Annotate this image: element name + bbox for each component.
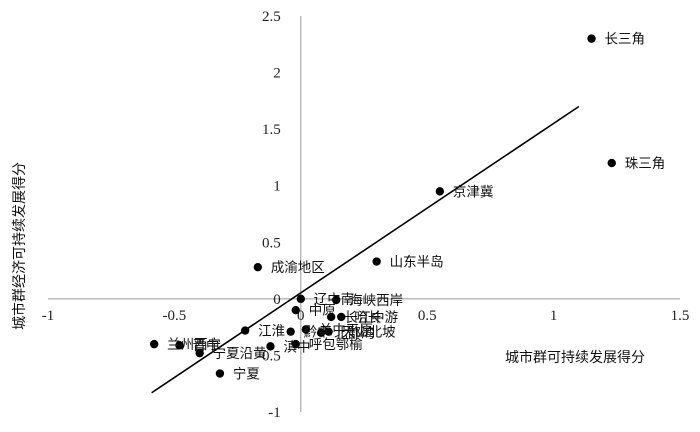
data-point	[331, 295, 341, 305]
data-point	[372, 257, 381, 266]
x-tick-label: 1.5	[671, 308, 690, 324]
x-axis-title: 城市群可持续发展得分	[505, 349, 645, 366]
y-tick-label: -0.5	[257, 348, 281, 364]
y-tick-label: 2	[273, 66, 281, 82]
point-label: 天山北坡	[342, 325, 396, 341]
point-label: 宁夏	[233, 366, 260, 383]
data-point	[316, 328, 326, 337]
data-point	[291, 339, 300, 349]
data-point	[291, 305, 300, 315]
point-label: 北部湾	[334, 325, 375, 342]
point-label: 珠三角	[625, 156, 666, 172]
x-tick-labels: -1 -0.5 0 0.5 1 1.5	[42, 308, 690, 324]
data-point	[215, 369, 225, 378]
y-tick-label: 1.5	[262, 122, 281, 138]
data-point	[266, 342, 275, 351]
trendline-group	[151, 105, 580, 394]
point-label: 呼包鄂榆	[309, 337, 363, 353]
x-tick-label: 0.5	[418, 308, 437, 324]
data-point	[286, 327, 295, 336]
x-tick-label: 0	[297, 308, 305, 324]
point-label: 宁夏沿黄	[213, 345, 267, 362]
y-tick-label: 0	[273, 292, 281, 308]
data-point	[435, 187, 445, 196]
point-label: 山东半岛	[390, 255, 444, 271]
point-label: 哈长	[354, 310, 381, 326]
data-point	[587, 34, 596, 43]
point-label: 成渝地区	[271, 260, 325, 276]
y-tick-label: 1	[273, 179, 281, 195]
x-tick-label: -0.5	[163, 308, 187, 324]
data-point	[195, 348, 204, 358]
point-label: 辽中南	[314, 292, 355, 308]
data-point	[326, 312, 336, 322]
point-label: 关中平原	[319, 322, 373, 338]
axes	[48, 16, 680, 412]
point-label: 兰州西宁	[167, 336, 221, 353]
data-point	[337, 312, 346, 322]
x-tick-label: 1	[550, 308, 558, 324]
data-point	[301, 325, 311, 334]
data-point	[175, 341, 184, 350]
y-tick-label: -1	[268, 405, 281, 421]
data-point	[324, 327, 333, 336]
data-points	[149, 34, 616, 378]
y-tick-label: 2.5	[262, 9, 281, 25]
data-point	[296, 294, 305, 304]
y-tick-label: 0.5	[262, 235, 281, 251]
data-point	[607, 158, 616, 168]
y-axis-title: 城市群经济可持续发展得分	[11, 162, 28, 330]
point-label: 海峡西岸	[349, 293, 403, 309]
point-label: 长江中游	[344, 310, 398, 326]
point-label: 江淮	[258, 324, 285, 340]
point-label: 滇中	[283, 339, 310, 355]
point-label: 京津冀	[453, 184, 494, 200]
point-label: 长三角	[605, 32, 646, 48]
trendline	[151, 105, 580, 394]
y-tick-labels: -1 -0.5 0 0.5 1 1.5 2 2.5	[257, 9, 281, 421]
data-point	[240, 326, 250, 335]
point-label: 黔中	[304, 325, 331, 341]
x-tick-label: -1	[42, 308, 55, 324]
data-point	[253, 262, 263, 272]
point-label: 晋中	[192, 338, 219, 354]
data-point	[149, 339, 159, 349]
point-label: 中原	[309, 303, 336, 319]
